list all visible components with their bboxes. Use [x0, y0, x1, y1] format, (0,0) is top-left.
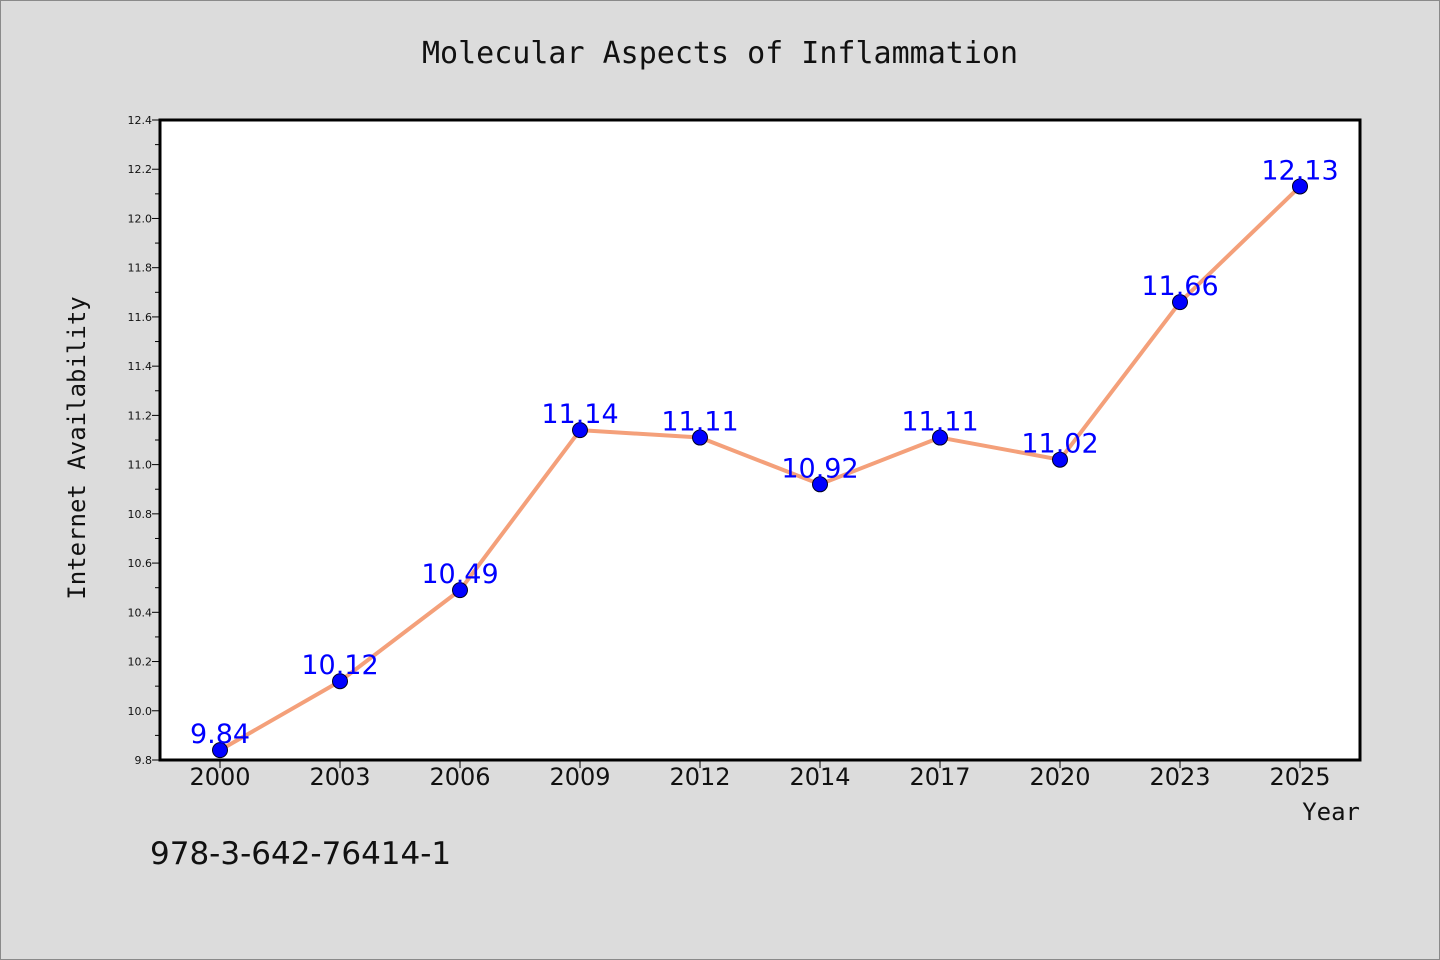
data-label: 12.13 — [1261, 155, 1338, 186]
data-point — [1052, 451, 1068, 468]
y-tick-label: 10.2 — [128, 656, 153, 669]
y-axis-label: Internet Availability — [63, 296, 91, 599]
x-tick-label: 2006 — [429, 763, 490, 791]
data-point — [572, 422, 588, 439]
data-point — [932, 429, 948, 446]
data-label: 9.84 — [190, 719, 250, 750]
y-tick-label: 9.8 — [135, 754, 153, 767]
data-label: 11.02 — [1021, 429, 1098, 460]
data-label: 10.92 — [781, 453, 858, 484]
series-line — [219, 185, 1302, 752]
x-tick-label: 2012 — [669, 763, 730, 791]
y-tick-label: 11.4 — [128, 360, 153, 373]
x-axis-label: Year — [1302, 798, 1360, 826]
data-point — [332, 673, 348, 690]
data-label: 10.49 — [421, 559, 498, 590]
x-tick-label: 2014 — [789, 763, 850, 791]
y-tick-label: 11.6 — [128, 311, 153, 324]
x-tick-label: 2003 — [309, 763, 370, 791]
y-tick-label: 11.0 — [128, 459, 153, 472]
x-tick-label: 2025 — [1269, 763, 1330, 791]
y-axis-ticks: 9.8 10.0 10.2 10.4 10.6 10.8 11.0 11.2 11.4 11.6 1… — [128, 114, 160, 767]
y-tick-label: 11.8 — [128, 262, 153, 275]
data-point — [212, 742, 228, 759]
data-label: 11.11 — [901, 407, 978, 438]
y-tick-label: 10.6 — [128, 557, 153, 570]
x-tick-label: 2009 — [549, 763, 610, 791]
data-label: 10.12 — [301, 650, 378, 681]
x-tick-label: 2017 — [909, 763, 970, 791]
y-tick-label: 10.0 — [128, 705, 153, 718]
plot-area — [160, 120, 1360, 760]
data-point — [1292, 178, 1308, 195]
footer-code: 978-3-642-76414-1 — [150, 836, 451, 872]
data-point — [812, 476, 828, 493]
data-point — [692, 429, 708, 446]
data-label: 11.66 — [1141, 271, 1218, 302]
x-tick-label: 2020 — [1029, 763, 1090, 791]
x-axis-ticks: 2000 2003 2006 2009 2012 2014 2017 2020 2023 2025 — [189, 760, 1331, 791]
y-tick-label: 12.4 — [128, 114, 153, 127]
plot-frame — [158, 118, 1362, 762]
y-tick-label: 12.0 — [128, 212, 153, 225]
y-tick-label: 11.2 — [128, 409, 153, 422]
y-tick-label: 12.2 — [128, 163, 153, 176]
data-point — [452, 582, 468, 599]
data-label: 11.14 — [541, 399, 618, 430]
y-tick-label: 10.8 — [128, 508, 153, 521]
series-group: 9.84 10.12 10.49 11.14 11.11 10.92 11.11 11.02 1… — [190, 155, 1339, 759]
chart-title: Molecular Aspects of Inflammation — [422, 36, 1018, 71]
x-tick-label: 2000 — [189, 763, 250, 791]
y-tick-label: 10.4 — [128, 606, 153, 619]
data-label: 11.11 — [661, 407, 738, 438]
x-tick-label: 2023 — [1149, 763, 1210, 791]
data-point — [1172, 294, 1188, 311]
